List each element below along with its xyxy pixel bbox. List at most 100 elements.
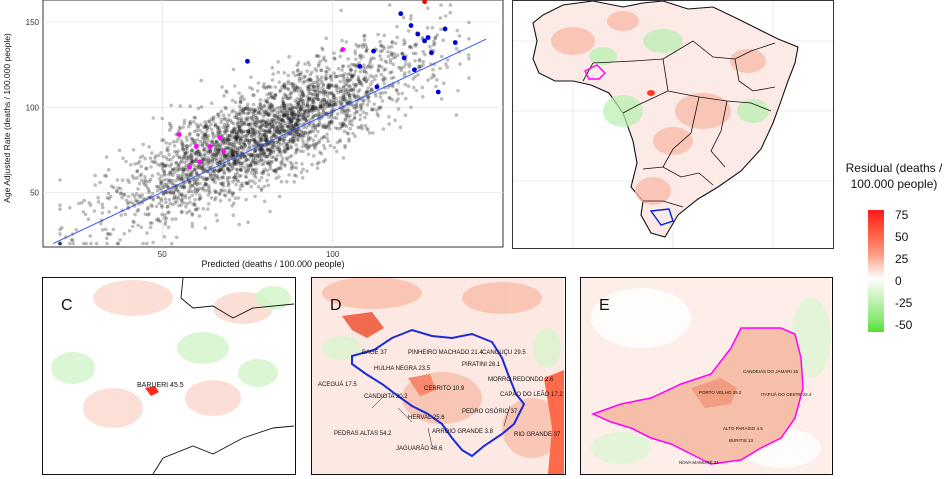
data-point xyxy=(260,148,264,152)
data-point xyxy=(221,175,226,180)
data-point xyxy=(323,158,328,162)
data-point xyxy=(352,94,357,99)
data-point xyxy=(181,125,186,129)
data-point xyxy=(319,98,324,103)
data-point xyxy=(210,140,214,144)
data-point xyxy=(310,105,315,109)
data-point xyxy=(304,143,308,148)
data-point xyxy=(309,96,314,100)
data-point xyxy=(363,75,367,79)
data-point xyxy=(276,60,281,64)
data-point xyxy=(313,89,318,94)
data-point xyxy=(242,107,247,111)
data-point xyxy=(243,143,248,148)
data-point xyxy=(343,96,348,101)
data-point xyxy=(419,64,423,69)
data-point xyxy=(168,189,172,194)
data-point xyxy=(282,114,287,119)
data-point xyxy=(302,109,307,114)
data-point xyxy=(234,158,239,162)
data-point xyxy=(166,145,170,150)
data-point xyxy=(362,69,367,74)
highlight-point xyxy=(374,84,380,90)
data-point xyxy=(296,135,301,139)
data-point xyxy=(324,125,329,130)
data-point xyxy=(301,92,305,97)
data-point xyxy=(372,56,376,61)
data-point xyxy=(187,196,192,200)
data-point xyxy=(266,130,271,134)
data-point xyxy=(166,225,171,230)
data-point xyxy=(353,63,357,68)
data-point xyxy=(215,151,220,156)
data-point xyxy=(421,63,425,67)
data-point xyxy=(329,103,334,108)
data-point xyxy=(287,117,292,121)
data-point xyxy=(260,119,265,124)
data-point xyxy=(272,114,277,118)
data-point xyxy=(403,113,408,117)
data-point xyxy=(315,83,320,88)
data-point xyxy=(197,165,201,169)
data-point xyxy=(417,59,422,63)
data-point xyxy=(207,158,211,163)
data-point xyxy=(256,129,260,134)
data-point xyxy=(265,100,270,104)
data-point xyxy=(262,104,266,109)
data-point xyxy=(254,170,259,175)
data-point xyxy=(220,175,225,179)
data-point xyxy=(211,173,216,178)
data-point xyxy=(195,165,199,169)
data-point xyxy=(265,148,270,152)
data-point xyxy=(217,150,221,154)
data-point xyxy=(179,176,183,180)
data-point xyxy=(171,190,176,195)
data-point xyxy=(232,136,237,140)
data-point xyxy=(287,96,292,101)
data-point xyxy=(192,202,197,206)
data-point xyxy=(159,151,163,155)
data-point xyxy=(143,212,148,216)
data-point xyxy=(443,14,448,18)
data-point xyxy=(320,86,324,91)
data-point xyxy=(254,143,258,148)
data-point xyxy=(228,141,232,146)
data-point xyxy=(246,128,251,133)
data-point xyxy=(184,172,189,177)
data-point xyxy=(144,166,149,171)
data-point xyxy=(313,144,318,149)
data-point xyxy=(177,162,181,167)
data-point xyxy=(172,167,176,172)
data-point xyxy=(326,104,330,109)
data-point xyxy=(217,192,222,197)
data-point xyxy=(225,152,230,157)
data-point xyxy=(279,109,284,113)
data-point xyxy=(327,102,332,107)
data-point xyxy=(338,139,342,144)
data-point xyxy=(331,103,336,107)
data-point xyxy=(171,202,175,207)
data-point xyxy=(438,66,442,71)
data-point xyxy=(285,157,290,162)
data-point xyxy=(332,71,336,75)
data-point xyxy=(179,139,184,143)
data-point xyxy=(342,98,346,102)
data-point xyxy=(321,103,325,108)
data-point xyxy=(306,131,310,136)
data-point xyxy=(340,124,345,129)
data-point xyxy=(363,42,368,47)
data-point xyxy=(293,122,298,127)
data-point xyxy=(232,201,236,205)
data-point xyxy=(353,106,358,111)
data-point xyxy=(392,75,396,80)
data-point xyxy=(251,168,255,172)
data-point xyxy=(322,55,327,59)
data-point xyxy=(295,69,300,73)
data-point xyxy=(239,118,243,123)
data-point xyxy=(176,163,181,168)
data-point xyxy=(232,160,237,164)
data-point xyxy=(232,128,236,132)
data-point xyxy=(226,145,231,150)
data-point xyxy=(338,95,343,100)
data-point xyxy=(243,129,248,134)
